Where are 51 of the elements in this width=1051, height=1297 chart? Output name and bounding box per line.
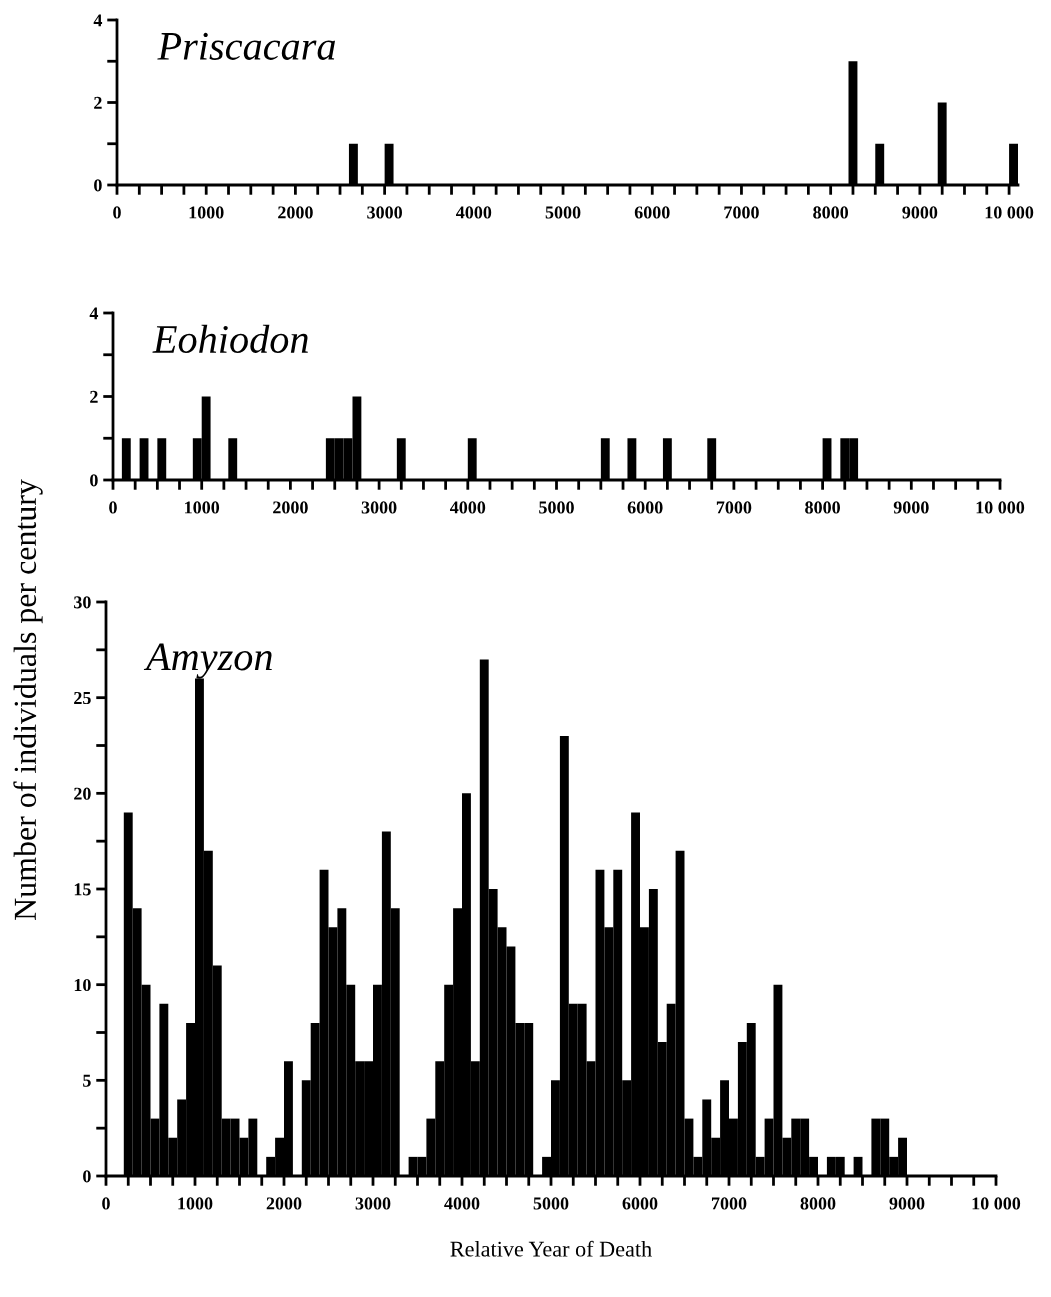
x-tick-label: 4000 — [449, 501, 486, 514]
y-tick-label: 0 — [90, 474, 98, 487]
x-tick-label: 0 — [109, 501, 117, 514]
x-tick-label: 7000 — [724, 206, 759, 219]
y-tick-label: 5 — [83, 1074, 91, 1087]
x-tick-label: 5000 — [539, 501, 574, 514]
x-tick-label: 10 000 — [972, 1197, 1021, 1210]
x-tick-label: 8000 — [813, 206, 849, 219]
x-tick-label: 9000 — [902, 206, 938, 219]
chart-title: Eohiodon — [152, 324, 308, 354]
y-tick-label: 2 — [90, 390, 98, 403]
x-tick-label: 2000 — [273, 501, 308, 514]
y-tick-label: 0 — [94, 179, 102, 192]
x-tick-label: 1000 — [178, 1197, 213, 1210]
y-tick-label: 4 — [89, 307, 99, 320]
x-tick-label: 4000 — [456, 206, 492, 219]
text: Amyzon — [143, 643, 272, 679]
y-tick-label: 20 — [74, 787, 91, 800]
x-tick-label: 10 000 — [985, 206, 1034, 219]
x-tick-label: 8000 — [800, 1197, 836, 1210]
y-tick-label: 2 — [94, 96, 102, 109]
x-tick-label: 0 — [113, 206, 121, 219]
x-tick-label: 3000 — [367, 206, 402, 219]
y-tick-label: 4 — [93, 14, 103, 27]
x-tick-label: 6000 — [622, 1197, 658, 1210]
chart-title: Priscacara — [157, 32, 336, 60]
x-tick-label: 3000 — [355, 1197, 391, 1210]
x-tick-label: 7000 — [716, 501, 752, 514]
x-tick-label: 1000 — [189, 206, 224, 219]
x-tick-label: 0 — [102, 1197, 110, 1210]
x-tick-label: 3000 — [361, 501, 397, 514]
x-tick-label: 1000 — [185, 501, 220, 514]
x-tick-label: 6000 — [627, 501, 663, 514]
y-tick-label: 15 — [74, 883, 91, 896]
y-tick-label: 0 — [83, 1170, 91, 1183]
x-tick-label: 5000 — [533, 1197, 569, 1210]
x-tick-label: 4000 — [444, 1197, 480, 1210]
x-tick-label: 9000 — [893, 501, 929, 514]
x-tick-label: 8000 — [805, 501, 840, 514]
x-tick-label: 10 000 — [976, 501, 1025, 514]
y-tick-label: 25 — [74, 691, 91, 705]
x-axis-title: Relative Year of Death — [450, 1240, 652, 1257]
x-tick-label: 9000 — [889, 1197, 925, 1210]
y-tick-label: 10 — [74, 978, 91, 992]
x-tick-label: 2000 — [266, 1197, 302, 1210]
x-tick-label: 7000 — [711, 1197, 747, 1210]
x-tick-label: 5000 — [545, 206, 581, 219]
x-tick-label: 2000 — [278, 206, 313, 219]
y-tick-label: 30 — [74, 596, 91, 609]
x-tick-label: 6000 — [634, 206, 670, 219]
y-axis-title: Number of individuals per century — [13, 479, 43, 920]
